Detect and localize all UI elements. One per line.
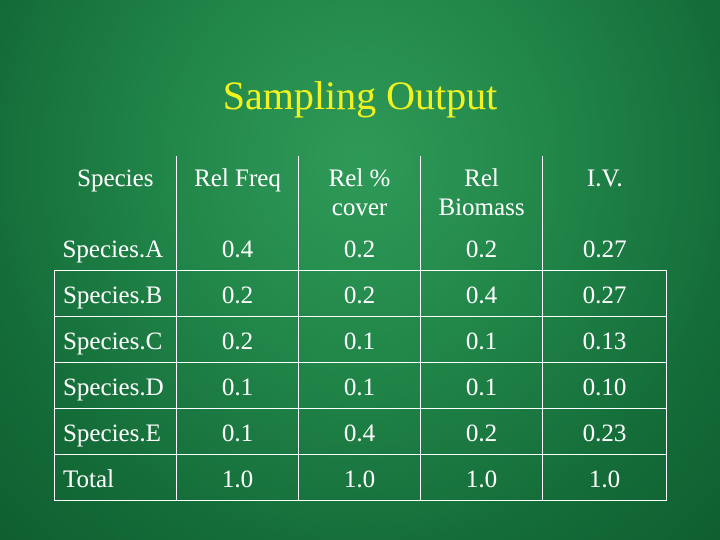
header-rel-freq: Rel Freq: [176, 156, 299, 224]
header-iv: I.V.: [542, 156, 667, 224]
iv-cell: 0.13: [542, 315, 667, 363]
rel-freq-cell: 0.1: [176, 407, 299, 455]
rel-cover-cell: 0.2: [298, 269, 421, 317]
header-species: Species: [54, 156, 177, 224]
rel-cover-cell: 0.4: [298, 407, 421, 455]
iv-cell: 0.27: [542, 224, 667, 271]
rel-cover-cell: 0.1: [298, 361, 421, 409]
table-row: Species.D 0.1 0.1 0.1 0.10: [54, 361, 667, 409]
table-row: Species.A 0.4 0.2 0.2 0.27: [54, 224, 667, 271]
table-row: Species.E 0.1 0.4 0.2 0.23: [54, 407, 667, 455]
rel-cover-cell: 0.2: [298, 224, 421, 271]
table-row: Species.B 0.2 0.2 0.4 0.27: [54, 269, 667, 317]
table-header-row: Species Rel Freq Rel % cover Rel Biomass…: [54, 156, 667, 224]
slide-title: Sampling Output: [222, 73, 498, 118]
total-rel-cover-cell: 1.0: [298, 453, 421, 501]
sampling-output-table: Species Rel Freq Rel % cover Rel Biomass…: [54, 156, 667, 501]
rel-freq-cell: 0.4: [176, 224, 299, 271]
rel-biomass-cell: 0.2: [420, 224, 543, 271]
species-name-cell: Species.E: [54, 407, 177, 455]
species-name-cell: Species.A: [54, 224, 177, 271]
rel-biomass-cell: 0.1: [420, 315, 543, 363]
total-label-cell: Total: [54, 453, 177, 501]
table-row: Species.C 0.2 0.1 0.1 0.13: [54, 315, 667, 363]
rel-freq-cell: 0.1: [176, 361, 299, 409]
rel-freq-cell: 0.2: [176, 269, 299, 317]
header-rel-cover: Rel % cover: [298, 156, 421, 224]
total-iv-cell: 1.0: [542, 453, 667, 501]
rel-freq-cell: 0.2: [176, 315, 299, 363]
rel-biomass-cell: 0.2: [420, 407, 543, 455]
rel-biomass-cell: 0.1: [420, 361, 543, 409]
species-name-cell: Species.B: [54, 269, 177, 317]
rel-biomass-cell: 0.4: [420, 269, 543, 317]
rel-cover-cell: 0.1: [298, 315, 421, 363]
total-rel-freq-cell: 1.0: [176, 453, 299, 501]
total-rel-biomass-cell: 1.0: [420, 453, 543, 501]
iv-cell: 0.23: [542, 407, 667, 455]
species-name-cell: Species.C: [54, 315, 177, 363]
iv-cell: 0.27: [542, 269, 667, 317]
total-row: Total 1.0 1.0 1.0 1.0: [54, 453, 667, 501]
iv-cell: 0.10: [542, 361, 667, 409]
header-rel-biomass: Rel Biomass: [420, 156, 543, 224]
species-name-cell: Species.D: [54, 361, 177, 409]
